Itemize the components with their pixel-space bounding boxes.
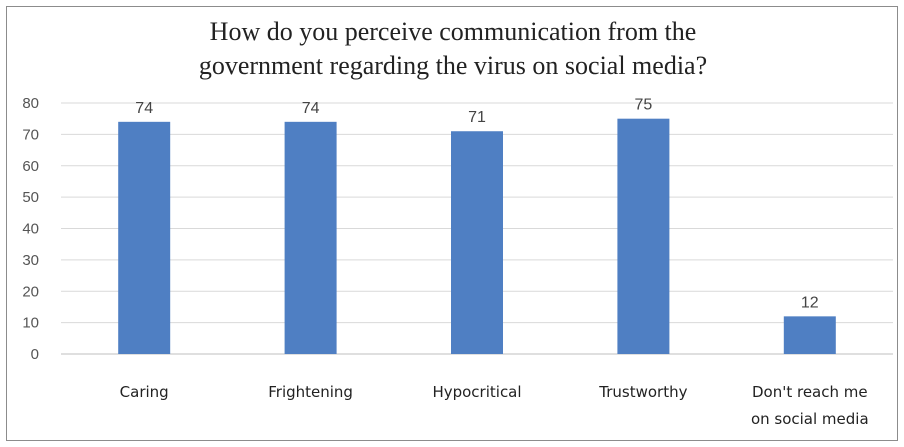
- y-tick-label: 80: [22, 95, 39, 112]
- bar: [451, 131, 503, 354]
- data-labels: 74 74 71 75 12: [135, 97, 818, 312]
- bar: [617, 118, 670, 354]
- y-axis-ticks: 0 10 20 30 40 50 60 70 80: [22, 95, 39, 363]
- x-tick-label: Caring: [120, 383, 169, 401]
- chart-title-line-2: government regarding the virus on social…: [199, 51, 707, 80]
- y-tick-label: 10: [22, 315, 39, 332]
- bars: [118, 118, 836, 354]
- bar: [118, 121, 171, 354]
- x-tick-label: Frightening: [268, 383, 353, 401]
- data-label: 71: [468, 109, 486, 126]
- data-label: 12: [801, 294, 819, 311]
- y-tick-label: 20: [22, 283, 39, 300]
- y-tick-label: 70: [22, 126, 39, 143]
- chart-title-line-1: How do you perceive communication from t…: [210, 17, 697, 46]
- y-tick-label: 50: [22, 189, 39, 206]
- y-tick-label: 60: [22, 158, 39, 175]
- chart-title: How do you perceive communication from t…: [199, 17, 707, 80]
- chart-frame: How do you perceive communication from t…: [6, 6, 898, 441]
- x-tick-label: on social media: [751, 410, 869, 428]
- y-tick-label: 40: [22, 221, 39, 238]
- bar: [284, 121, 337, 354]
- x-tick-label: Hypocritical: [432, 383, 521, 401]
- x-axis-categories: Caring Frightening Hypocritical Trustworthy…: [120, 383, 869, 428]
- x-tick-label: Trustworthy: [598, 383, 687, 401]
- data-label: 74: [135, 100, 153, 117]
- data-label: 75: [635, 97, 653, 114]
- data-label: 74: [302, 100, 320, 117]
- y-tick-label: 30: [22, 252, 39, 269]
- bar-chart: How do you perceive communication from t…: [22, 17, 893, 428]
- x-tick-label: Don't reach me: [752, 383, 868, 401]
- bar: [783, 316, 836, 354]
- y-tick-label: 0: [31, 346, 39, 363]
